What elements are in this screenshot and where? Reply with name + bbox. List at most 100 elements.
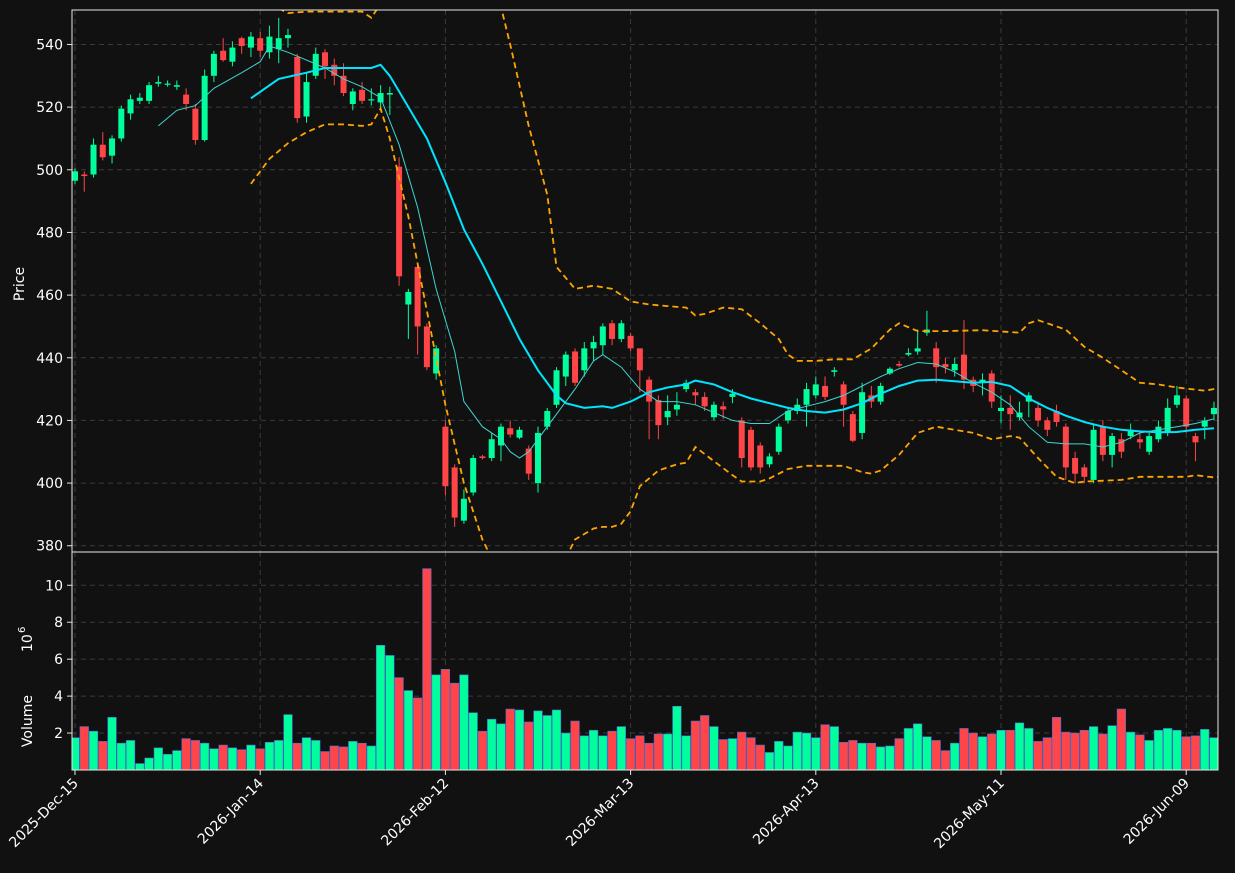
candle-body — [516, 429, 523, 438]
volume-bar — [1144, 740, 1154, 770]
candle-body — [988, 373, 995, 402]
volume-bar — [857, 742, 867, 770]
candle-body — [118, 108, 125, 139]
candle-body — [785, 411, 792, 421]
volume-bar — [1163, 728, 1173, 770]
candle-body — [1035, 407, 1042, 421]
candle-body — [340, 75, 347, 94]
candle-body — [1127, 429, 1134, 437]
volume-tick-label: 4 — [54, 689, 63, 705]
volume-bar — [746, 737, 756, 770]
volume-bar — [838, 741, 849, 770]
candle-body — [331, 64, 338, 76]
candle-body — [81, 174, 88, 177]
volume-bar — [357, 742, 367, 770]
candle-body — [692, 392, 699, 396]
candle-body — [738, 420, 745, 459]
volume-axis-exponent: 6 — [17, 627, 28, 633]
volume-panel-frame — [71, 551, 1219, 771]
volume-bar — [524, 721, 534, 770]
volume-bar — [607, 730, 617, 770]
candle-body — [998, 407, 1004, 412]
candle-body — [220, 50, 227, 61]
candle-body — [229, 47, 236, 62]
volume-axis-exponent-base: 10 — [20, 634, 36, 652]
volume-bar — [1079, 729, 1089, 770]
candle-body — [794, 404, 801, 412]
volume-bar — [1190, 735, 1201, 770]
volume-bar — [922, 736, 932, 770]
volume-bar — [1181, 736, 1191, 770]
candle-body — [386, 93, 393, 95]
price-tick-label: 380 — [36, 539, 63, 555]
candle-body — [497, 426, 504, 446]
volume-tick-label: 8 — [54, 615, 63, 631]
candle-body — [368, 99, 375, 101]
price-axis-label: Price — [12, 267, 28, 301]
volume-bar — [783, 745, 793, 770]
volume-bar — [227, 747, 238, 770]
candle-body — [238, 38, 245, 47]
candle-body — [1201, 420, 1208, 427]
volume-bar — [690, 720, 701, 770]
volume-bar — [1061, 731, 1071, 770]
candle-body — [109, 138, 116, 156]
candle-body — [72, 171, 78, 181]
candle-body — [673, 404, 680, 410]
candle-body — [535, 432, 541, 484]
volume-bar — [116, 742, 126, 770]
volume-bar — [579, 735, 589, 770]
volume-bar — [903, 728, 913, 770]
volume-bar — [153, 747, 163, 770]
volume-bar — [663, 733, 673, 770]
candle-body — [192, 108, 199, 141]
volume-bar — [348, 741, 358, 770]
candle-body — [442, 426, 449, 487]
volume-bar — [422, 568, 432, 770]
candle-body — [136, 97, 143, 101]
price-tick-label: 440 — [36, 351, 63, 367]
candle-body — [90, 144, 97, 175]
candle-body — [312, 53, 319, 76]
fast-moving-average-line — [157, 45, 1215, 459]
volume-bar — [450, 682, 460, 770]
candle-body — [479, 456, 486, 459]
volume-bar — [1107, 725, 1117, 770]
price-axis-ticks: 380 400 420 440 460 480 500 520 540 — [36, 37, 72, 555]
volume-bar — [977, 736, 988, 770]
volume-bar — [709, 726, 719, 770]
lower-band-line — [250, 106, 1218, 552]
candle-body — [1044, 420, 1051, 430]
volume-bar — [644, 742, 654, 770]
candle-body — [646, 379, 653, 402]
candle-body — [1007, 407, 1014, 415]
candle-body — [822, 385, 829, 397]
candle-body — [525, 448, 532, 474]
candle-body — [488, 439, 495, 459]
volume-bar — [403, 690, 413, 770]
candle-body — [359, 89, 366, 101]
volume-bar — [570, 720, 580, 770]
volume-bar — [616, 726, 626, 770]
volume-bar — [477, 730, 488, 770]
volume-bar — [672, 705, 682, 770]
candle-body — [396, 166, 403, 277]
candle-body — [423, 326, 430, 368]
volume-axis-ticks: 2 4 6 8 10 — [45, 578, 72, 742]
volume-bar — [311, 740, 321, 770]
volume-bar — [274, 740, 284, 770]
candle-body — [729, 393, 736, 397]
volume-bar — [764, 752, 775, 770]
volume-bar — [413, 697, 423, 770]
volume-tick-label: 2 — [54, 726, 63, 742]
volume-bar — [1153, 729, 1164, 770]
volume-bar — [320, 751, 330, 770]
candle-body — [562, 354, 569, 377]
volume-bar — [237, 749, 247, 770]
candle-body — [275, 38, 282, 50]
volume-bar — [1024, 728, 1034, 770]
volume-bar — [329, 745, 339, 770]
volume-bar — [72, 737, 80, 770]
candle-body — [257, 38, 264, 51]
candle-body — [933, 348, 940, 368]
